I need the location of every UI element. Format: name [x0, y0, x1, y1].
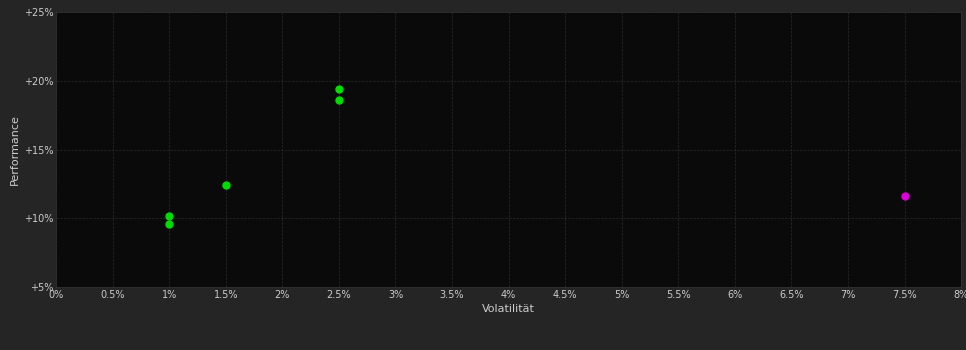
Y-axis label: Performance: Performance	[10, 114, 19, 185]
Point	[331, 97, 347, 103]
X-axis label: Volatilität: Volatilität	[482, 304, 535, 314]
Point	[896, 194, 912, 199]
Point	[218, 183, 234, 188]
Point	[161, 221, 177, 226]
Point	[161, 213, 177, 218]
Point	[331, 86, 347, 92]
